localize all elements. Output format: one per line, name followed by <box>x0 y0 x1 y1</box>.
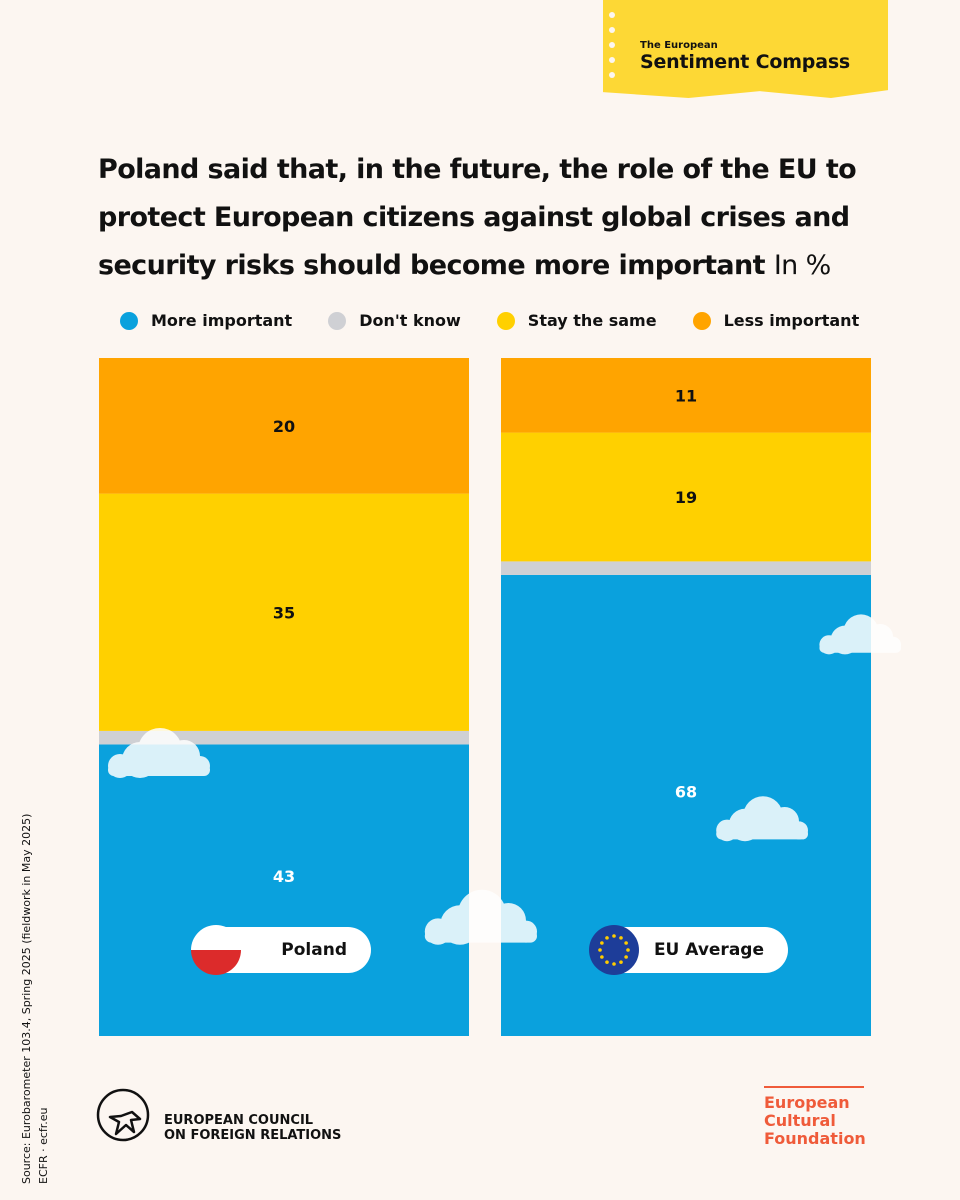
legend-label: More important <box>151 311 293 330</box>
legend-item-dont-know: Don't know <box>328 311 461 330</box>
eu-label-pill: EU Average <box>589 925 788 975</box>
legend-label: Don't know <box>359 311 461 330</box>
legend-dot <box>328 311 347 330</box>
bar-segment-don-t-know <box>99 730 469 745</box>
poland-label-pill: Poland <box>191 925 371 975</box>
eu-star <box>624 941 628 945</box>
cloud-decoration <box>108 728 210 778</box>
poland-label: Poland <box>281 940 347 960</box>
ecf-name-line3: Foundation <box>764 1129 866 1148</box>
chart-title: Poland said that, in the future, the rol… <box>98 154 857 281</box>
eu-flag-icon <box>589 925 639 975</box>
bar-segment-don-t-know <box>501 561 871 575</box>
data-label: 43 <box>273 867 295 886</box>
notepad-holes <box>609 12 615 78</box>
legend-dot <box>496 311 515 330</box>
eu-star <box>619 960 623 964</box>
eu-star <box>619 936 623 940</box>
eu-star <box>600 955 604 959</box>
eu-star <box>612 934 616 938</box>
bar-segment-less-important <box>501 358 871 433</box>
legend: More important Don't know Stay the same … <box>120 311 895 330</box>
data-label: 19 <box>675 488 697 507</box>
eu-star <box>626 948 630 952</box>
eu-star <box>598 948 602 952</box>
brand-subtitle: The European <box>640 40 718 51</box>
sentiment-compass-logo: The European Sentiment Compass <box>603 0 888 98</box>
cloud-decoration <box>716 796 808 842</box>
poland-flag-icon <box>191 925 241 975</box>
bar-segment-less-important <box>99 358 469 494</box>
title-unit: In % <box>773 250 832 281</box>
source-line: Source: Eurobarometer 103.4, Spring 2025… <box>20 813 33 1184</box>
data-label: 35 <box>273 603 295 622</box>
eu-star <box>612 962 616 966</box>
data-label: 68 <box>675 782 697 801</box>
bar-segment-stay-the-same <box>501 432 871 562</box>
legend-label: Stay the same <box>527 311 657 330</box>
cloud-decoration <box>424 889 537 945</box>
ecfr-name-line2: ON FOREIGN RELATIONS <box>164 1128 342 1143</box>
ecf-name-line1: European <box>764 1093 850 1112</box>
eu-star <box>624 955 628 959</box>
legend-dot <box>692 311 711 330</box>
ecfr-logo: EUROPEAN COUNCIL ON FOREIGN RELATIONS <box>96 1088 341 1146</box>
legend-item-stay-same: Stay the same <box>496 311 657 330</box>
ecfr-star-icon <box>96 1088 150 1142</box>
legend-item-more-important: More important <box>120 311 292 330</box>
eu-label: EU Average <box>653 940 764 960</box>
source-note: Source: Eurobarometer 103.4, Spring 2025… <box>18 814 52 1184</box>
eu-star <box>605 960 609 964</box>
data-label: 11 <box>675 386 697 405</box>
bar-segment-more-important <box>99 744 469 1036</box>
eu-star <box>605 936 609 940</box>
bar-segment-stay-the-same <box>99 493 469 731</box>
source-site: ECFR · ecfr.eu <box>37 1107 50 1184</box>
ecf-name-line2: Cultural <box>764 1111 836 1130</box>
brand-title: Sentiment Compass <box>640 51 851 73</box>
legend-dot <box>120 311 138 330</box>
ecf-logo: European Cultural Foundation <box>764 1086 866 1148</box>
ecf-rule <box>764 1086 864 1088</box>
eu-star <box>600 941 604 945</box>
legend-label: Less important <box>723 311 860 330</box>
data-label: 20 <box>273 417 295 436</box>
ecfr-name-line1: EUROPEAN COUNCIL <box>164 1113 314 1128</box>
cloud-decoration <box>819 614 901 655</box>
legend-item-less-important: Less important <box>692 311 860 330</box>
